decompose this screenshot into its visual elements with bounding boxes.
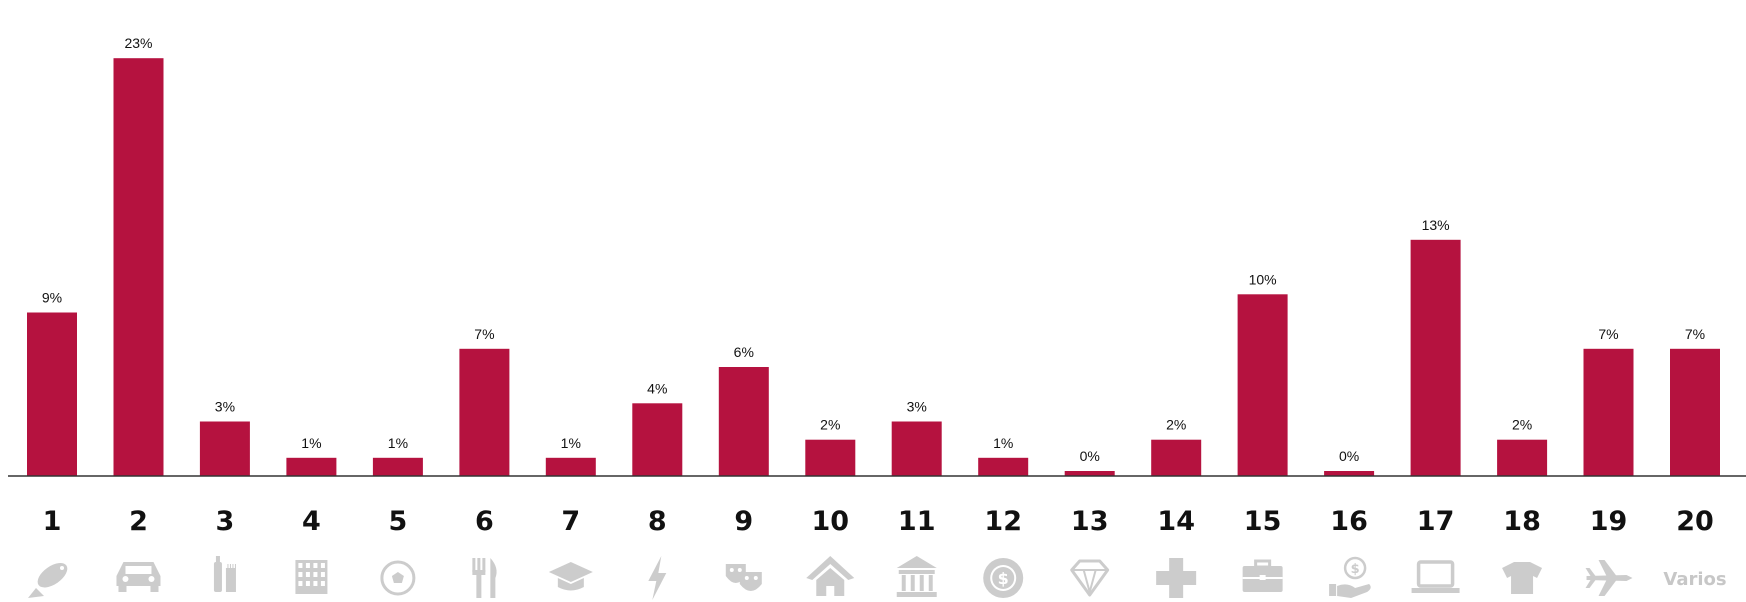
laptop-icon (1411, 560, 1460, 593)
value-label-12: 1% (993, 435, 1013, 451)
value-label-7: 1% (561, 435, 581, 451)
category-label-13: 13 (1071, 506, 1109, 537)
value-label-6: 7% (474, 326, 494, 342)
svg-text:$: $ (998, 569, 1009, 588)
value-label-10: 2% (820, 417, 840, 433)
bar-13 (1064, 471, 1115, 476)
value-label-11: 3% (907, 399, 927, 415)
category-label-19: 19 (1590, 506, 1628, 537)
varios-label: Varios (1663, 569, 1726, 590)
value-label-19: 7% (1598, 326, 1618, 342)
bar-6 (459, 348, 510, 476)
coin-icon: $ (983, 558, 1024, 598)
bar-11 (891, 421, 942, 476)
category-label-6: 6 (475, 506, 494, 537)
graduation-cap-icon (548, 562, 593, 591)
category-label-12: 12 (984, 506, 1022, 537)
value-label-9: 6% (734, 344, 754, 360)
medical-cross-icon (1156, 558, 1197, 598)
value-label-8: 4% (647, 380, 667, 396)
category-label-1: 1 (43, 506, 62, 537)
bar-9 (718, 367, 769, 476)
bar-8 (632, 403, 683, 476)
bank-icon (896, 556, 937, 597)
bar-7 (545, 457, 596, 476)
category-label-9: 9 (734, 506, 753, 537)
bar-18 (1497, 439, 1548, 476)
bar-16 (1324, 471, 1375, 476)
category-label-16: 16 (1330, 506, 1368, 537)
category-label-4: 4 (302, 506, 321, 537)
hand-money-icon: $ (1329, 556, 1371, 598)
bar-19 (1583, 348, 1634, 476)
value-label-18: 2% (1512, 417, 1532, 433)
bar-3 (199, 421, 250, 476)
toiletries-icon (213, 556, 236, 592)
building-icon (295, 560, 328, 594)
svg-text:$: $ (1351, 562, 1360, 577)
bar-17 (1410, 239, 1461, 476)
fish-icon (28, 562, 68, 598)
category-label-11: 11 (898, 506, 936, 537)
theater-masks-icon (725, 564, 762, 591)
bar-15 (1237, 294, 1288, 476)
value-label-20: 7% (1685, 326, 1705, 342)
lightning-icon (648, 556, 667, 600)
value-label-1: 9% (42, 290, 62, 306)
category-label-10: 10 (812, 506, 850, 537)
tshirt-icon (1502, 562, 1543, 594)
varios-text-icon: Varios (1663, 569, 1726, 590)
value-label-3: 3% (215, 399, 235, 415)
category-label-14: 14 (1157, 506, 1195, 537)
value-label-4: 1% (301, 435, 321, 451)
category-label-2: 2 (129, 506, 148, 537)
cutlery-icon (472, 558, 497, 598)
category-label-15: 15 (1244, 506, 1282, 537)
house-icon (806, 556, 855, 596)
bar-2 (113, 58, 164, 476)
value-label-17: 13% (1422, 217, 1450, 233)
category-label-17: 17 (1417, 506, 1455, 537)
category-label-8: 8 (648, 506, 667, 537)
value-label-13: 0% (1080, 448, 1100, 464)
bar-20 (1670, 348, 1720, 476)
category-label-7: 7 (561, 506, 580, 537)
value-label-5: 1% (388, 435, 408, 451)
bar-4 (286, 457, 337, 476)
bar-14 (1151, 439, 1202, 476)
soccer-ball-icon (380, 560, 416, 596)
category-label-20: 20 (1676, 506, 1714, 537)
diamond-icon (1070, 559, 1110, 597)
value-label-15: 10% (1249, 271, 1277, 287)
value-label-14: 2% (1166, 417, 1186, 433)
category-label-5: 5 (389, 506, 408, 537)
bar-1 (27, 312, 77, 476)
car-icon (116, 562, 161, 592)
bar-10 (805, 439, 856, 476)
airplane-icon (1585, 560, 1633, 596)
category-label-18: 18 (1503, 506, 1541, 537)
briefcase-icon (1242, 559, 1283, 592)
value-label-16: 0% (1339, 448, 1359, 464)
bar-12 (978, 457, 1029, 476)
bar-5 (372, 457, 423, 476)
value-label-2: 23% (124, 35, 152, 51)
category-label-3: 3 (216, 506, 235, 537)
